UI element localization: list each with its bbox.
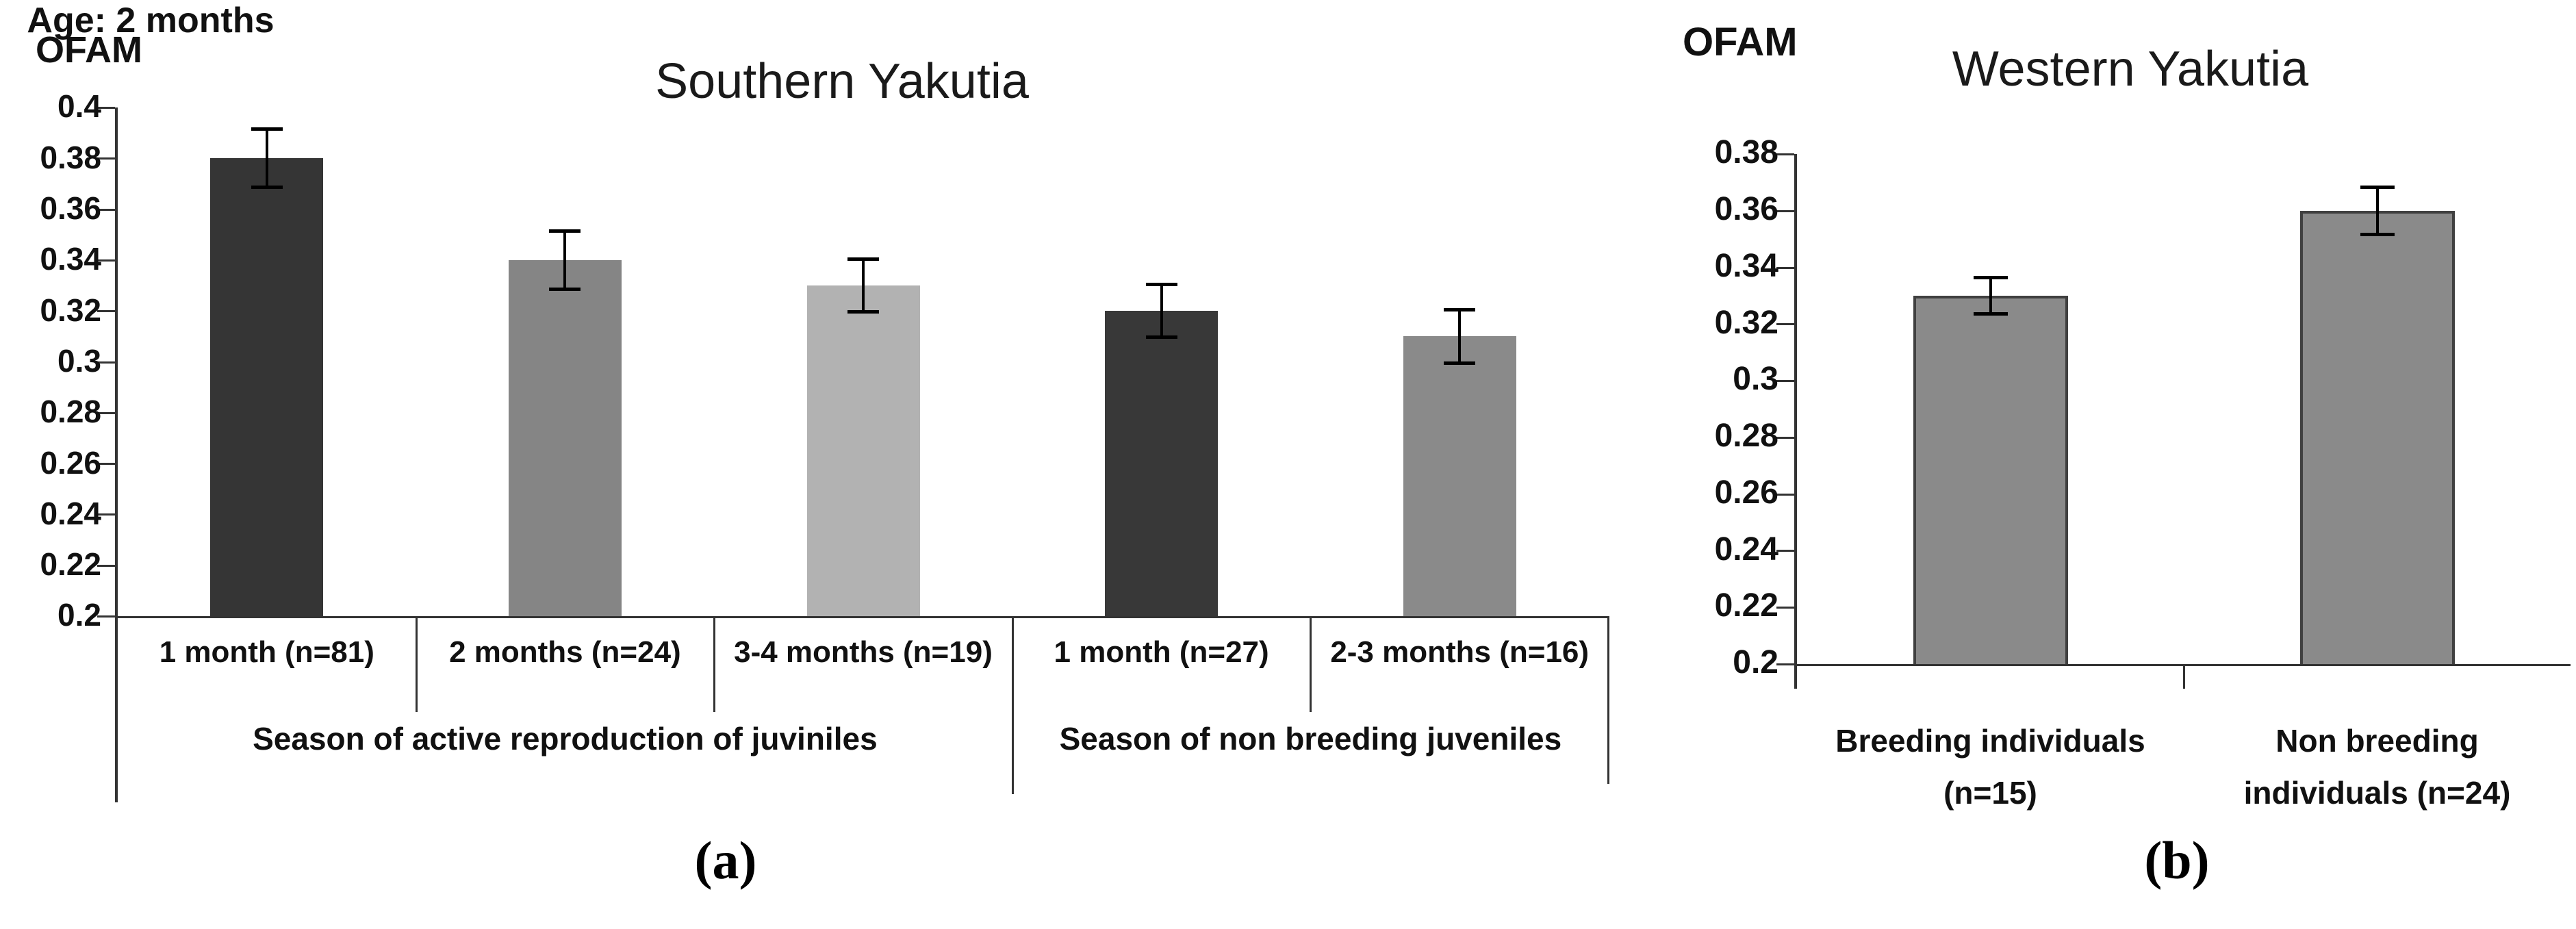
y-axis-tick [1776, 209, 1794, 212]
group-label: Season of active reproduction of juvinil… [253, 721, 878, 756]
error-bar-cap-top [2360, 185, 2395, 189]
category-label: 2-3 months (n=16) [1330, 635, 1590, 669]
y-tick-label: 0.28 [1714, 418, 1778, 455]
y-tick-label: 0.24 [1714, 531, 1778, 568]
y-tick-label: 0.3 [58, 342, 101, 379]
y-tick-label: 0.22 [1714, 587, 1778, 624]
error-bar-cap-top [847, 257, 879, 261]
y-axis-tick [1776, 663, 1794, 665]
y-tick-label: 0.38 [1714, 134, 1778, 171]
bar [508, 259, 622, 616]
error-bar-cap-bottom [1145, 335, 1177, 340]
bar [2299, 210, 2455, 664]
y-axis-tick [97, 513, 115, 516]
y-tick-label: 0.34 [1714, 247, 1778, 284]
error-bar-line [1160, 285, 1163, 337]
error-bar-cap-bottom [1444, 361, 1476, 365]
error-bar-cap-bottom [549, 287, 581, 291]
category-divider-line [415, 616, 418, 712]
y-tick-label: 0.4 [58, 88, 101, 125]
panel-a-southern-yakutia: 0.4 0.38 0.36 0.34 0.32 0.3 0.28 0.26 0.24 0.22 0.… [40, 88, 1609, 802]
y-tick-label: 0.3 [1733, 361, 1778, 398]
error-bar-cap-bottom [2360, 232, 2395, 236]
y-axis-line [1794, 154, 1797, 689]
category-label: 2 months (n=24) [449, 635, 681, 669]
error-bar-cap-top [549, 229, 581, 233]
y-axis-tick [1776, 493, 1794, 496]
y-tick-label: 0.2 [58, 597, 101, 633]
bar [1403, 336, 1516, 616]
error-bar-line [862, 259, 865, 311]
y-axis-label-b: OFAM [1683, 20, 1798, 64]
panel-b-western-yakutia: 0.38 0.36 0.34 0.32 0.3 0.28 0.26 0.24 0.22 0.2 Br… [1616, 0, 2576, 929]
y-tick-label: 0.2 [1733, 644, 1778, 681]
group-label: Season of non breeding juveniles [1059, 721, 1562, 756]
category-divider-line [1310, 616, 1312, 712]
y-axis-tick [1776, 153, 1794, 155]
y-tick-label: 0.32 [40, 292, 101, 328]
category-label: Non breeding individuals (n=24) [2243, 723, 2511, 811]
y-tick-label: 0.36 [40, 190, 101, 227]
x-axis-line [115, 616, 1609, 618]
error-bar-line [265, 130, 268, 187]
y-tick-label: 0.26 [1714, 474, 1778, 511]
x-axis-line [1794, 664, 2571, 666]
error-bar-cap-bottom [1973, 311, 2008, 316]
chart-title-b: Western Yakutia [1952, 42, 2309, 97]
age-annotation: Age: 2 months [27, 1, 275, 40]
chart-title-a: Southern Yakutia [655, 54, 1029, 109]
error-bar-cap-bottom [847, 310, 879, 314]
y-axis-tick [97, 615, 115, 618]
error-bar-line [1989, 279, 1992, 313]
bar [806, 285, 920, 616]
error-bar-cap-top [251, 127, 283, 131]
y-axis-tick [97, 564, 115, 567]
y-axis-tick [97, 361, 115, 364]
error-bar-line [1458, 311, 1462, 362]
error-bar-line [563, 232, 567, 288]
y-axis-tick [97, 259, 115, 262]
y-tick-label: 0.32 [1714, 304, 1778, 341]
y-axis-tick [1776, 266, 1794, 269]
error-bar-cap-top [1444, 308, 1476, 312]
y-axis-tick [1776, 607, 1794, 609]
category-label: 3-4 months (n=19) [734, 635, 993, 669]
error-bar-line [2375, 188, 2379, 233]
y-axis-tick [97, 208, 115, 211]
caption-a: (a) [694, 830, 757, 890]
error-bar-cap-top [1973, 276, 2008, 280]
caption-b: (b) [2144, 830, 2210, 890]
bar [210, 158, 324, 616]
bar [1105, 311, 1219, 616]
y-tick-label: 0.28 [40, 394, 101, 430]
y-axis-tick [97, 463, 115, 466]
group-divider-line [1011, 616, 1014, 794]
error-bar-cap-bottom [251, 186, 283, 190]
category-divider-line [713, 616, 716, 712]
bar [1913, 295, 2068, 664]
x-axis-tick [2183, 664, 2185, 689]
error-bar-cap-top [1145, 283, 1177, 287]
y-axis-tick [97, 107, 115, 109]
plot-right-edge-line [1607, 616, 1609, 784]
y-axis-tick [1776, 550, 1794, 552]
category-label: 1 month (n=81) [159, 635, 374, 669]
y-tick-label: 0.22 [40, 546, 101, 583]
category-label: 1 month (n=27) [1054, 635, 1269, 669]
y-axis-tick [97, 157, 115, 160]
category-label: Breeding individuals (n=15) [1835, 723, 2145, 811]
y-axis-tick [1776, 380, 1794, 383]
y-tick-label: 0.36 [1714, 191, 1778, 228]
y-axis-tick [1776, 323, 1794, 326]
y-tick-label: 0.34 [40, 241, 101, 277]
y-tick-label: 0.24 [40, 495, 101, 531]
y-axis-tick [1776, 436, 1794, 439]
y-axis-tick [97, 411, 115, 414]
y-axis-label-a: OFAM [36, 29, 142, 71]
y-tick-label: 0.26 [40, 444, 101, 481]
y-axis-tick [97, 310, 115, 313]
y-tick-label: 0.38 [40, 139, 101, 175]
y-axis-line [115, 107, 118, 802]
